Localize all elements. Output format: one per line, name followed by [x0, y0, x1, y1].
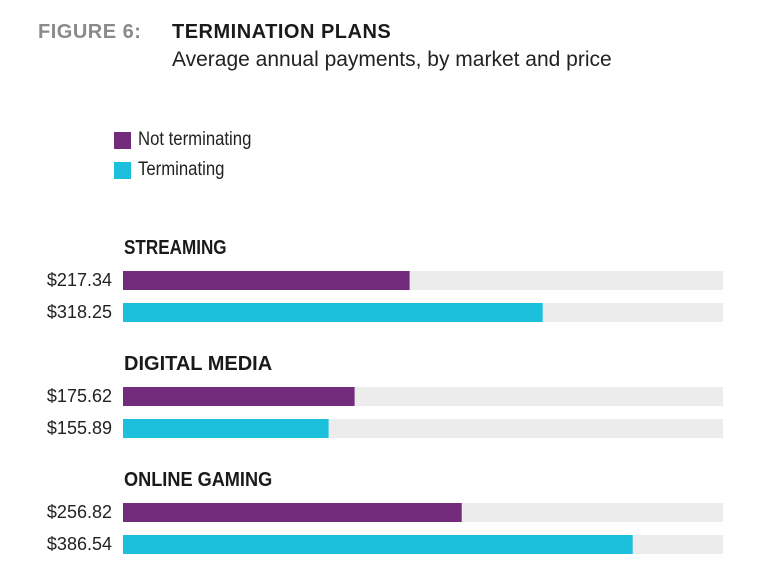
- value-label-online-gaming-terminating: $386.54: [47, 534, 112, 554]
- value-label-digital-media-terminating: $155.89: [47, 418, 112, 438]
- group-heading-streaming: STREAMING: [124, 237, 227, 259]
- bar-streaming-not-terminating: [123, 271, 410, 290]
- legend-item-terminating: Terminating: [114, 155, 267, 185]
- bar-online-gaming-terminating: [123, 535, 633, 554]
- legend-item-not-terminating: Not terminating: [114, 125, 267, 155]
- bar-streaming-terminating: [123, 303, 543, 322]
- group-heading-online-gaming: ONLINE GAMING: [124, 469, 272, 491]
- legend-label-terminating: Terminating: [138, 159, 225, 180]
- bar-online-gaming-not-terminating: [123, 503, 462, 522]
- chart-title: TERMINATION PLANS: [172, 21, 392, 43]
- legend-swatch-terminating: [114, 161, 131, 179]
- value-label-streaming-terminating: $318.25: [47, 302, 112, 322]
- figure-label: FIGURE 6:: [38, 21, 142, 43]
- legend: Not terminating Terminating: [114, 125, 267, 185]
- chart-subtitle: Average annual payments, by market and p…: [172, 48, 612, 71]
- value-label-streaming-not-terminating: $217.34: [47, 270, 112, 290]
- value-label-online-gaming-not-terminating: $256.82: [47, 502, 112, 522]
- bar-digital-media-not-terminating: [123, 387, 355, 406]
- group-heading-digital-media: DIGITAL MEDIA: [124, 353, 272, 375]
- value-label-digital-media-not-terminating: $175.62: [47, 386, 112, 406]
- legend-swatch-not-terminating: [114, 131, 131, 149]
- legend-label-not-terminating: Not terminating: [138, 129, 252, 150]
- bar-digital-media-terminating: [123, 419, 329, 438]
